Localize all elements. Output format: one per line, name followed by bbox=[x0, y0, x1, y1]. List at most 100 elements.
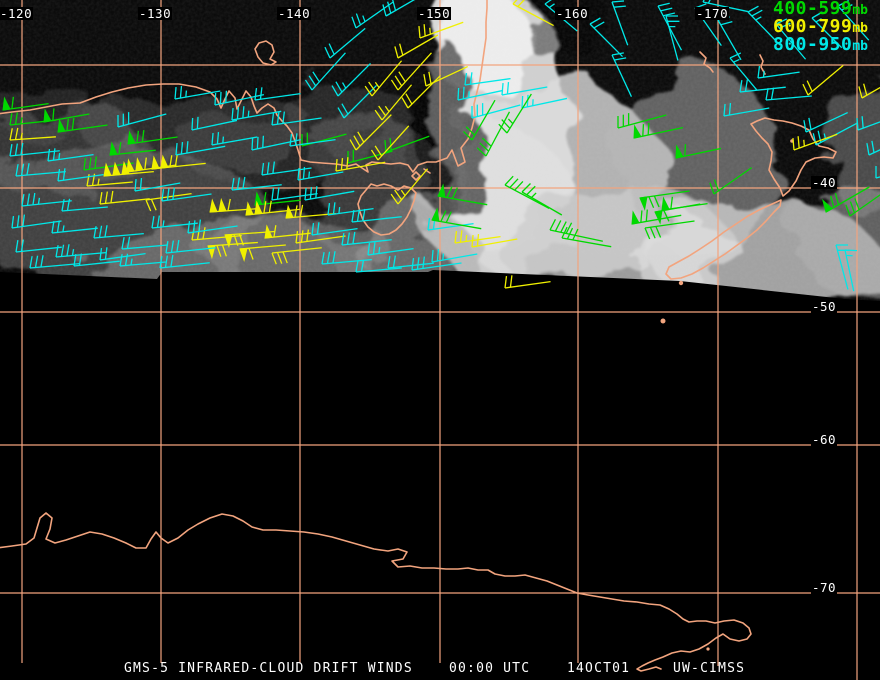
wind-barb-low bbox=[57, 168, 104, 182]
barb-staff bbox=[271, 247, 322, 265]
barb-staff bbox=[463, 99, 496, 141]
wind-barb-low bbox=[747, 5, 781, 46]
barb-staff bbox=[464, 72, 511, 86]
wind-barb-low bbox=[251, 135, 302, 151]
barb-staff bbox=[327, 202, 374, 216]
barb-staff bbox=[254, 87, 301, 101]
pressure-level-legend: 400-599mb 600-799mb 800-950mb bbox=[773, 0, 868, 54]
barb-staff bbox=[471, 103, 521, 119]
barb-staff bbox=[251, 135, 302, 151]
wind-barb-low bbox=[411, 256, 462, 271]
wind-barb-low bbox=[351, 208, 402, 223]
wind-barb-low bbox=[9, 142, 60, 157]
barb-staff bbox=[159, 254, 210, 269]
barb-staff bbox=[858, 83, 880, 99]
coastline-nz-south-island bbox=[665, 199, 782, 280]
barb-staff bbox=[43, 108, 90, 123]
wind-barb-mid bbox=[126, 157, 177, 173]
wind-barb-mid bbox=[335, 157, 386, 172]
barb-staff bbox=[11, 214, 62, 229]
barb-staff bbox=[729, 52, 758, 91]
barb-staff bbox=[289, 133, 336, 147]
barb-staff bbox=[382, 0, 416, 17]
wind-barb-low bbox=[121, 236, 168, 250]
barb-staff bbox=[271, 187, 318, 201]
barb-staff bbox=[127, 129, 178, 145]
barb-pennant bbox=[43, 108, 52, 123]
wind-barb-high bbox=[709, 167, 753, 195]
wind-barb-high bbox=[549, 219, 603, 242]
barb-staff bbox=[355, 259, 402, 273]
barb-staff bbox=[231, 176, 282, 191]
wind-barb-mid bbox=[471, 234, 518, 248]
wind-barb-mid bbox=[239, 244, 286, 263]
wind-barb-low bbox=[15, 163, 66, 177]
wind-barb-high bbox=[661, 196, 708, 211]
wind-barb-low bbox=[341, 231, 392, 246]
barb-staff bbox=[211, 132, 258, 146]
coastline-bass-strait-islets bbox=[411, 168, 431, 181]
barb-pennant bbox=[103, 160, 130, 177]
barb-staff bbox=[457, 86, 504, 101]
barb-staff bbox=[207, 241, 258, 257]
barb-staff bbox=[351, 1, 395, 29]
wind-barb-low bbox=[231, 106, 282, 121]
barb-staff bbox=[57, 117, 108, 133]
wind-barb-low bbox=[837, 0, 870, 41]
barb-staff bbox=[875, 166, 880, 179]
barb-staff bbox=[675, 144, 722, 159]
wind-barb-high bbox=[561, 226, 612, 248]
wind-barb-low bbox=[297, 167, 344, 181]
barb-staff bbox=[21, 192, 72, 207]
wind-barb-mid bbox=[103, 160, 154, 177]
coastline-australia-south-east-coast bbox=[0, 0, 488, 173]
wind-barb-low bbox=[387, 255, 434, 269]
wind-barb-low bbox=[51, 220, 98, 234]
barb-staff bbox=[239, 244, 286, 260]
wind-barb-high bbox=[463, 99, 496, 141]
barb-staff bbox=[57, 168, 104, 182]
wind-barb-high bbox=[633, 122, 684, 139]
wind-barb-low bbox=[866, 140, 880, 156]
wind-barb-low bbox=[311, 222, 358, 236]
island-stewart-island bbox=[678, 280, 684, 286]
barb-staff bbox=[775, 18, 807, 60]
wind-barb-high bbox=[617, 113, 667, 129]
wind-barb-high bbox=[43, 108, 90, 123]
wind-barb-low bbox=[21, 192, 72, 207]
barb-staff bbox=[401, 75, 441, 109]
lon-label--140: -140 bbox=[277, 6, 312, 21]
barb-staff bbox=[512, 0, 554, 27]
coastline-reef-squiggle-west bbox=[699, 51, 714, 73]
legend-unit: mb bbox=[852, 21, 868, 36]
barb-staff bbox=[364, 60, 403, 97]
barb-pennant bbox=[264, 224, 273, 239]
barb-pennant bbox=[109, 141, 118, 156]
wind-barb-low bbox=[431, 249, 478, 263]
barb-staff bbox=[384, 135, 430, 153]
wind-barb-low bbox=[304, 52, 346, 91]
caption-time: 00:00 UTC bbox=[449, 661, 531, 676]
legend-item-mid: 600-799mb bbox=[773, 18, 868, 37]
wind-barb-high bbox=[654, 203, 701, 225]
barb-staff bbox=[47, 148, 94, 162]
wind-barb-high bbox=[476, 111, 511, 157]
wind-barb-low bbox=[191, 116, 238, 131]
wind-barb-high bbox=[631, 209, 682, 225]
wind-barb-low bbox=[73, 253, 120, 267]
barb-staff bbox=[191, 116, 238, 131]
wind-barb-mid bbox=[349, 114, 392, 151]
barb-staff bbox=[295, 229, 346, 244]
wind-barb-mid bbox=[802, 64, 844, 96]
wind-barb-low bbox=[61, 198, 108, 212]
lat-label--50: -50 bbox=[811, 299, 838, 314]
wind-barb-mid bbox=[370, 125, 410, 161]
wind-barb-mid bbox=[858, 83, 880, 99]
barb-staff bbox=[121, 236, 168, 250]
barb-pennant bbox=[639, 196, 648, 211]
wind-barb-high bbox=[431, 207, 482, 230]
wind-barb-high bbox=[639, 190, 690, 211]
barb-staff bbox=[633, 122, 684, 139]
barb-staff bbox=[370, 125, 410, 161]
